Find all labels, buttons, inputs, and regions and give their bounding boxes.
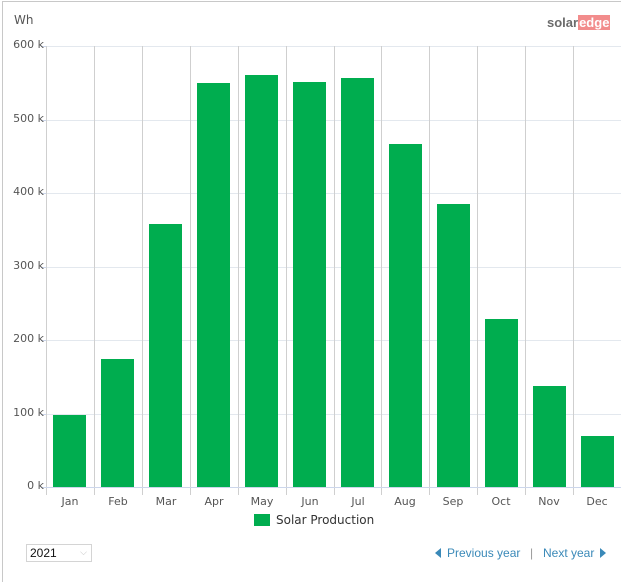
logo-solar-text: solar (547, 15, 579, 30)
bar-jan[interactable] (53, 414, 86, 487)
bar-may[interactable] (245, 74, 278, 487)
y-axis-tick-label: 600 k (13, 38, 44, 51)
vertical-gridline (238, 46, 239, 495)
nav-separator: | (530, 546, 534, 560)
y-tick-mark (41, 340, 46, 341)
vertical-gridline (573, 46, 574, 495)
horizontal-gridline (46, 340, 621, 341)
legend-swatch-icon (254, 514, 270, 526)
bar-jun[interactable] (293, 82, 326, 487)
vertical-gridline (334, 46, 335, 495)
y-axis-tick-label: 100 k (13, 405, 44, 419)
x-axis-label: May (250, 495, 274, 508)
y-axis-tick-label: 500 k (13, 111, 44, 125)
x-axis-label: Oct (491, 495, 511, 508)
x-axis-label: Jul (351, 495, 365, 508)
y-axis-tick-label: 300 k (13, 258, 44, 272)
solaredge-logo: solaredge (547, 15, 611, 30)
vertical-gridline (190, 46, 191, 495)
legend-label: Solar Production (276, 513, 375, 527)
vertical-gridline (429, 46, 430, 495)
y-tick-mark (41, 46, 46, 47)
vertical-gridline (477, 46, 478, 495)
vertical-gridline (381, 46, 382, 495)
bar-nov[interactable] (533, 386, 566, 487)
vertical-gridline (46, 46, 47, 495)
x-axis-label: Dec (586, 495, 608, 508)
year-select[interactable]: 2021 ⌵ (26, 544, 92, 562)
y-axis-tick-label: 200 k (13, 332, 44, 345)
bar-sep[interactable] (437, 204, 470, 487)
year-select-value: 2021 (30, 546, 57, 560)
y-tick-mark (41, 119, 46, 121)
next-year-label: Next year (543, 546, 595, 560)
chart-plot-area: 0 k 100 k 200 k 300 k 400 k 500 k 600 k Jan Feb M… (13, 38, 621, 508)
logo-edge-text: edge (578, 15, 611, 30)
horizontal-gridline (46, 46, 621, 47)
previous-year-label: Previous year (447, 546, 521, 560)
x-axis-label: Mar (155, 495, 177, 508)
caret-right-icon (600, 548, 607, 558)
y-tick-mark (41, 487, 46, 488)
horizontal-gridline (46, 193, 621, 194)
y-tick-mark (41, 193, 46, 194)
y-tick-mark (41, 413, 46, 415)
y-axis-unit-label: Wh (14, 13, 34, 27)
vertical-gridline (525, 46, 526, 495)
horizontal-gridline (46, 266, 621, 268)
x-axis-label: Sep (442, 495, 464, 508)
next-year-link[interactable]: Next year (543, 546, 607, 560)
x-axis-line (46, 487, 621, 488)
bar-aug[interactable] (389, 143, 422, 487)
vertical-gridline (94, 46, 95, 495)
bar-dec[interactable] (581, 436, 614, 487)
x-axis-label: Nov (538, 495, 560, 508)
horizontal-gridline (46, 119, 621, 121)
bar-apr[interactable] (197, 82, 230, 487)
x-axis-label: Feb (108, 495, 128, 508)
x-axis-label: Aug (394, 495, 416, 508)
previous-year-link[interactable]: Previous year (435, 546, 520, 560)
caret-left-icon (435, 548, 441, 558)
y-axis-tick-label: 400 k (13, 185, 44, 198)
horizontal-gridline (46, 413, 621, 415)
vertical-gridline (142, 46, 143, 495)
bar-oct[interactable] (485, 318, 518, 487)
chart-legend[interactable]: Solar Production (254, 513, 374, 527)
y-tick-mark (41, 266, 46, 268)
x-axis-label: Jan (61, 495, 79, 508)
x-axis-label: Jun (301, 495, 319, 508)
chevron-down-icon: ⌵ (80, 547, 87, 557)
bar-jul[interactable] (341, 78, 374, 487)
bar-feb[interactable] (101, 359, 134, 487)
bar-mar[interactable] (149, 223, 182, 487)
x-axis-label: Apr (204, 495, 224, 508)
y-axis-tick-label: 0 k (27, 479, 44, 492)
vertical-gridline (286, 46, 287, 495)
